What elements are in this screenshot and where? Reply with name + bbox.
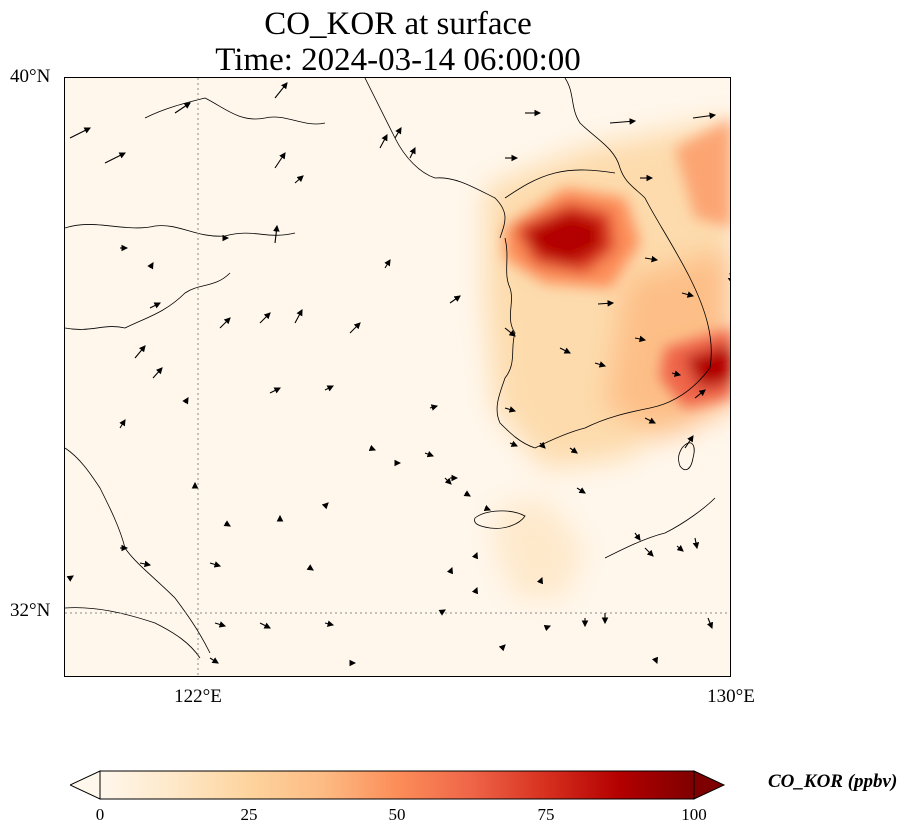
colorbar-tick-25: 25	[240, 805, 258, 824]
map-panel	[64, 77, 731, 677]
wind-arrow	[306, 564, 314, 571]
wind-arrow	[597, 300, 615, 307]
wind-arrow	[706, 617, 714, 630]
wind-arrow	[273, 224, 280, 244]
colorbar-tick-100: 100	[681, 805, 707, 824]
wind-arrow	[569, 447, 578, 454]
wind-arrow	[684, 435, 694, 449]
wind-arrow	[174, 102, 191, 114]
wind-arrow	[259, 622, 271, 629]
wind-arrow	[274, 152, 286, 169]
wind-arrow	[471, 586, 479, 595]
wind-arrow	[149, 302, 161, 309]
wind-arrow	[219, 317, 231, 329]
wind-arrow	[594, 361, 607, 368]
wind-arrow	[498, 644, 506, 652]
lat-label-32n: 32°N	[10, 600, 51, 621]
lat-label-40n: 40°N	[10, 66, 51, 87]
wind-arrow	[223, 520, 231, 527]
wind-arrow	[449, 295, 461, 304]
plot-title-time: Time: 2024-03-14 06:00:00	[215, 42, 581, 78]
wind-arrow	[671, 370, 682, 377]
wind-arrow	[368, 444, 377, 452]
wind-arrow	[634, 532, 641, 541]
colorbar-tick-0: 0	[95, 805, 105, 824]
wind-arrow	[538, 441, 546, 449]
wind-arrow	[409, 147, 416, 159]
wind-arrow	[634, 335, 647, 343]
wind-arrow	[681, 291, 695, 298]
wind-arrow	[424, 450, 435, 458]
wind-arrow	[559, 347, 571, 354]
wind-arrow	[324, 385, 334, 392]
wind-arrow	[274, 82, 288, 99]
wind-arrow	[152, 367, 163, 379]
wind-arrow	[214, 621, 227, 628]
wind-arrow	[349, 322, 361, 334]
wind-arrow	[694, 389, 706, 399]
wind-arrow	[692, 112, 717, 120]
wind-arrow	[444, 477, 452, 485]
wind-arrow	[644, 547, 654, 557]
wind-arrow	[644, 417, 656, 424]
wind-arrow	[543, 624, 552, 632]
wind-vectors	[66, 82, 730, 667]
wind-arrow	[119, 419, 126, 429]
wind-arrow	[182, 397, 189, 405]
wind-arrow	[321, 502, 329, 510]
wind-arrow	[134, 345, 146, 359]
wind-arrow	[609, 118, 637, 125]
wind-arrow	[209, 657, 219, 664]
wind-arrow	[651, 656, 659, 665]
wind-arrow	[727, 273, 730, 285]
wind-arrow	[384, 259, 391, 269]
wind-arrow	[438, 609, 446, 616]
colorbar-tick-75: 75	[537, 805, 555, 824]
wind-arrow	[379, 134, 388, 149]
wind-arrow	[104, 152, 126, 164]
wind-arrow	[324, 620, 335, 627]
lon-label-122e: 122°E	[174, 686, 222, 707]
colorbar	[70, 770, 726, 800]
wind-arrow	[576, 487, 586, 494]
wind-arrow	[446, 566, 454, 575]
wind-arrow	[269, 387, 281, 394]
map-canvas	[65, 78, 730, 676]
wind-arrow	[147, 262, 154, 270]
wind-arrow	[536, 576, 544, 585]
wind-arrow	[483, 504, 492, 512]
lon-label-130e: 130°E	[707, 686, 755, 707]
wind-arrow	[66, 575, 74, 582]
wind-arrow	[504, 406, 517, 413]
wind-arrow	[139, 560, 152, 568]
wind-arrow	[509, 440, 519, 447]
wind-arrow	[394, 127, 402, 139]
wind-arrow	[294, 175, 304, 184]
wind-arrow	[676, 544, 684, 552]
wind-arrow	[259, 312, 271, 324]
wind-arrow	[69, 127, 91, 139]
colorbar-gradient	[99, 770, 695, 800]
wind-arrow	[209, 561, 222, 568]
wind-arrow	[504, 327, 516, 337]
wind-arrow	[294, 309, 303, 324]
plot-title-variable: CO_KOR at surface	[264, 6, 532, 42]
wind-arrow	[471, 551, 479, 560]
wind-arrow	[692, 537, 700, 550]
colorbar-extend-max	[693, 770, 726, 800]
wind-arrow	[463, 490, 471, 497]
colorbar-extend-min	[70, 770, 101, 800]
colorbar-tick-50: 50	[388, 805, 406, 824]
plume-core	[505, 119, 730, 408]
concentration-field	[485, 118, 730, 598]
wind-arrow	[429, 404, 439, 411]
wind-arrow	[644, 255, 659, 263]
colorbar-label: CO_KOR (ppbv)	[768, 771, 898, 792]
